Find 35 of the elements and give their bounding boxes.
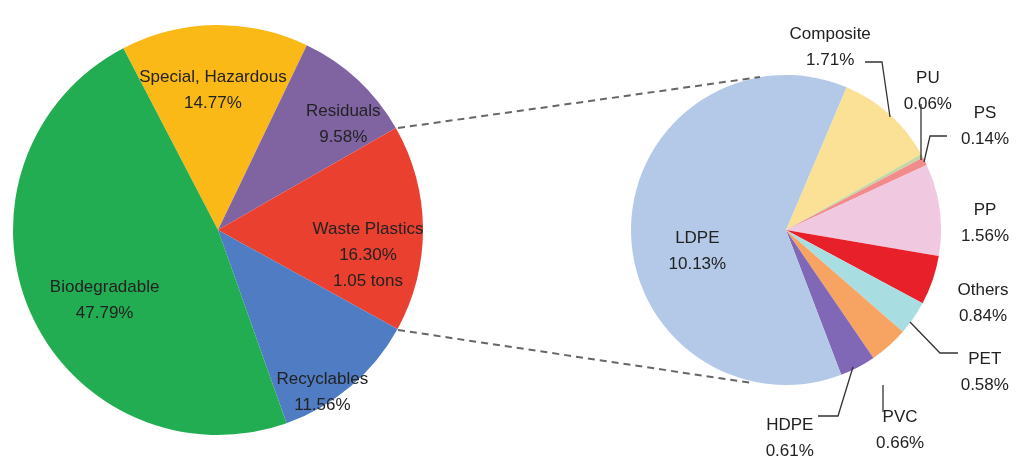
data-label: 9.58% (319, 126, 368, 146)
pie-slice (786, 230, 939, 304)
data-label: 0.84% (958, 306, 1008, 326)
slice-label: Residuals (305, 100, 381, 120)
slice-label: PS (973, 102, 997, 122)
data-label: 1.56% (960, 226, 1010, 246)
slice-label: PP (973, 200, 997, 220)
slice-label: PU (916, 67, 940, 87)
pie-slice (786, 165, 941, 257)
slice-label: PET (968, 349, 1002, 369)
pie-slice (218, 128, 423, 329)
slice-label: Waste Plastics (312, 218, 424, 238)
data-label: 0.66% (876, 432, 925, 452)
data-label: 16.30% (339, 244, 397, 264)
data-label: 10.13% (668, 253, 727, 273)
slice-label: Others (957, 280, 1009, 300)
slice-label: PVC (882, 406, 918, 426)
pie-slice (786, 230, 874, 375)
data-label: 0.14% (960, 128, 1010, 148)
pie-slice (786, 230, 903, 358)
pie-slice (631, 75, 847, 385)
slice-label: LDPE (675, 227, 720, 247)
slice-label: Biodegradable (49, 277, 160, 297)
text: 1.05 tons (333, 270, 403, 290)
data-label: 0.61% (765, 440, 814, 459)
data-label: 0.06% (903, 93, 952, 113)
slice-label: Special, Hazardous (139, 67, 287, 87)
pie-slice (123, 25, 307, 230)
pie-slice (786, 230, 923, 332)
slice-label: Composite (789, 23, 871, 43)
data-label: 0.58% (960, 375, 1009, 395)
slice-label: HDPE (766, 414, 814, 434)
data-label: 14.77% (184, 93, 242, 113)
data-label: 1.71% (806, 49, 855, 69)
data-label: 47.79% (75, 303, 134, 323)
